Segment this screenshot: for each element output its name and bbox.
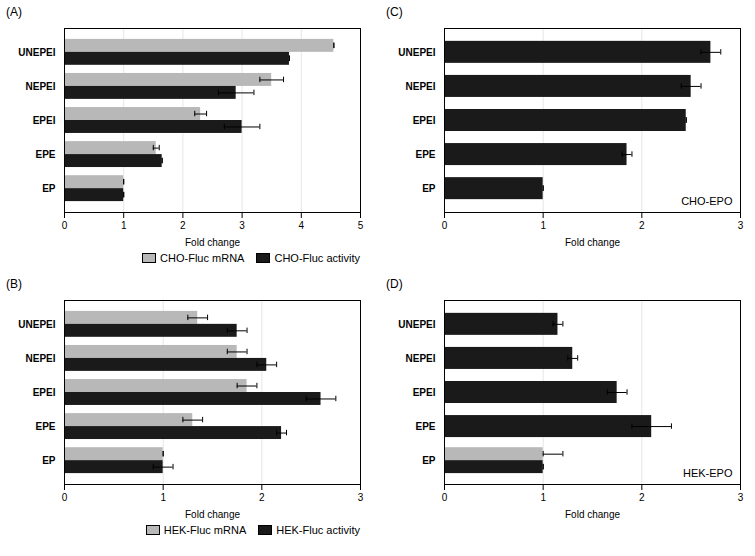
svg-text:UNEPEI: UNEPEI [398, 47, 435, 58]
svg-text:EP: EP [422, 455, 436, 466]
svg-text:EPEI: EPEI [33, 115, 56, 126]
svg-text:1: 1 [160, 492, 166, 503]
svg-text:UNEPEI: UNEPEI [398, 319, 435, 330]
svg-text:Fold change: Fold change [565, 509, 620, 520]
svg-text:1: 1 [540, 220, 546, 231]
svg-text:4: 4 [299, 220, 305, 231]
svg-text:EPEI: EPEI [413, 387, 436, 398]
svg-text:NEPEI: NEPEI [405, 81, 435, 92]
svg-text:0: 0 [442, 492, 448, 503]
svg-text:3: 3 [239, 220, 245, 231]
svg-text:EP: EP [42, 183, 56, 194]
svg-text:EPEI: EPEI [33, 387, 56, 398]
svg-text:EPE: EPE [415, 421, 435, 432]
svg-text:CHO-EPO: CHO-EPO [681, 195, 733, 207]
html-text:CHO-Fluc mRNA: CHO-Fluc mRNA [160, 252, 245, 264]
svg-text:Fold change: Fold change [185, 237, 240, 248]
svg-text:EP: EP [42, 455, 56, 466]
svg-text:2: 2 [180, 220, 186, 231]
svg-text:Fold change: Fold change [185, 509, 240, 520]
svg-text:2: 2 [639, 492, 645, 503]
svg-text:EPE: EPE [35, 149, 55, 160]
svg-text:2: 2 [639, 220, 645, 231]
svg-text:1: 1 [540, 492, 546, 503]
html-text:CHO-Fluc activity: CHO-Fluc activity [274, 252, 360, 264]
svg-text:UNEPEI: UNEPEI [18, 47, 55, 58]
svg-text:3: 3 [738, 492, 744, 503]
svg-text:Fold change: Fold change [565, 237, 620, 248]
html-text:(B): (B) [6, 277, 22, 291]
svg-text:UNEPEI: UNEPEI [18, 319, 55, 330]
svg-text:EPE: EPE [35, 421, 55, 432]
svg-text:0: 0 [442, 220, 448, 231]
svg-text:0: 0 [62, 492, 68, 503]
svg-text:2: 2 [259, 492, 265, 503]
svg-text:0: 0 [62, 220, 68, 231]
svg-text:NEPEI: NEPEI [25, 353, 55, 364]
svg-text:EPE: EPE [415, 149, 435, 160]
html-text:HEK-Fluc mRNA: HEK-Fluc mRNA [163, 524, 247, 536]
html-text:(D): (D) [386, 277, 403, 291]
svg-text:HEK-EPO: HEK-EPO [683, 467, 733, 479]
html-text:HEK-Fluc activity: HEK-Fluc activity [276, 524, 360, 536]
svg-text:3: 3 [358, 492, 364, 503]
svg-text:5: 5 [358, 220, 364, 231]
svg-text:NEPEI: NEPEI [405, 353, 435, 364]
html-text:(A): (A) [6, 5, 22, 19]
html-text:(C): (C) [386, 5, 403, 19]
svg-text:NEPEI: NEPEI [25, 81, 55, 92]
svg-text:EP: EP [422, 183, 436, 194]
svg-text:3: 3 [738, 220, 744, 231]
svg-text:1: 1 [121, 220, 127, 231]
svg-text:EPEI: EPEI [413, 115, 436, 126]
